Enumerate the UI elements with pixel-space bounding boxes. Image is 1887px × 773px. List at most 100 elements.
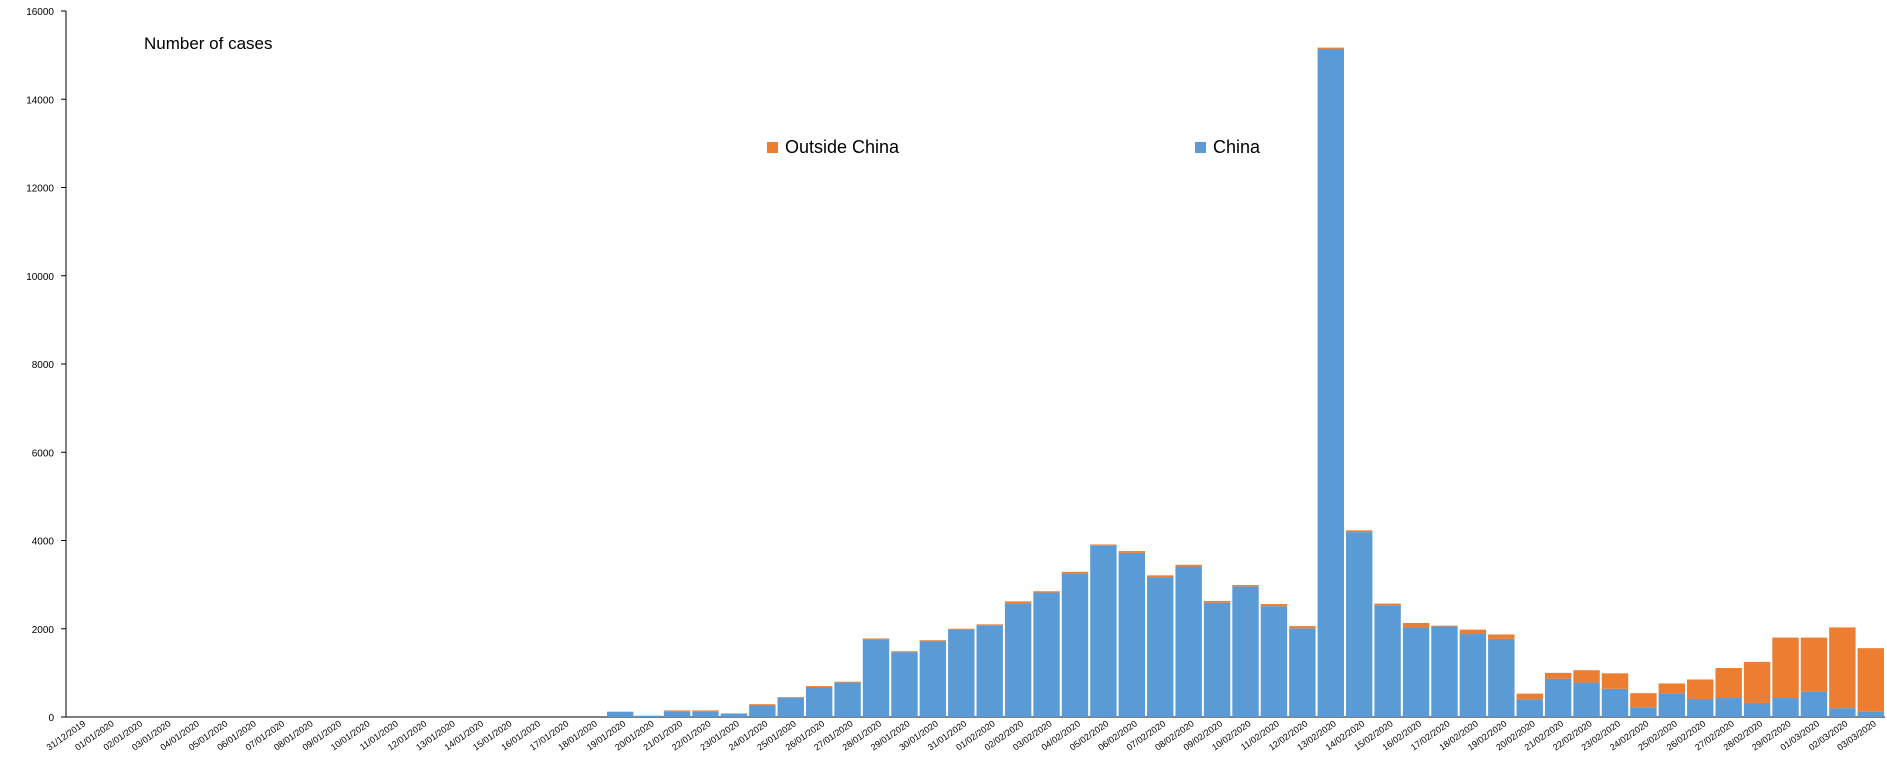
bar-outside-china [862, 638, 890, 640]
bar-outside-china [834, 681, 861, 683]
bar-outside-china [777, 697, 804, 699]
bar-china [1203, 602, 1231, 717]
bar-outside-china [1090, 544, 1117, 546]
bar-china [948, 629, 975, 717]
bar-china [976, 625, 1003, 717]
bar-china [1488, 638, 1515, 717]
bar-china [1232, 586, 1259, 717]
bar-outside-china [919, 640, 947, 642]
bar-outside-china [1289, 626, 1316, 629]
bar-outside-china [976, 624, 1003, 626]
bar-outside-china [1118, 551, 1146, 553]
y-tick-label: 6000 [32, 448, 55, 459]
y-tick-label: 12000 [26, 184, 54, 195]
bar-china [1544, 678, 1572, 717]
bar-outside-china [1061, 571, 1089, 574]
y-axis: 0 2000 4000 6000 8000 10000 12000 14000 16000 [26, 7, 67, 724]
bar-china [777, 698, 804, 717]
bar-china [1317, 48, 1344, 717]
bar-china [1601, 688, 1629, 717]
bar-outside-china [1431, 625, 1458, 627]
y-tick-label: 16000 [26, 7, 54, 18]
y-tick-label: 10000 [26, 272, 54, 283]
bar-china [720, 713, 748, 717]
bar-china [607, 711, 634, 717]
y-tick-label: 8000 [32, 360, 55, 371]
bar-outside-china [1374, 603, 1401, 606]
bar-outside-china [1829, 627, 1856, 709]
y-tick-label: 14000 [26, 95, 54, 106]
bar-china [1118, 552, 1146, 717]
bar-china [1459, 634, 1487, 717]
bar-outside-china [1658, 683, 1686, 694]
bar-china [805, 686, 833, 717]
bar-outside-china [1743, 661, 1771, 703]
bar-china [1857, 711, 1884, 717]
bar-outside-china [1630, 693, 1657, 708]
bar-china [692, 711, 719, 717]
bar-outside-china [1175, 564, 1202, 567]
legend-label-china: China [1213, 137, 1261, 157]
bars [607, 47, 1884, 717]
y-tick-label: 0 [48, 713, 54, 724]
bar-china [1573, 682, 1600, 717]
china-swatch [1195, 142, 1206, 153]
bar-outside-china [1459, 629, 1487, 635]
bar-outside-china [1004, 601, 1032, 604]
bar-china [1829, 708, 1856, 717]
bar-china [1516, 699, 1543, 717]
bar-outside-china [692, 710, 719, 712]
bar-china [1658, 693, 1686, 717]
x-axis: 31/12/201901/01/202002/01/202003/01/2020… [45, 716, 1885, 752]
bar-outside-china [1033, 591, 1060, 593]
bar-china [1630, 707, 1657, 717]
bar-outside-china [891, 651, 918, 653]
legend-item-outside-china: Outside China [767, 137, 899, 158]
bar-china [749, 705, 776, 717]
bar-outside-china [1345, 530, 1373, 533]
legend-label-outside-china: Outside China [785, 137, 900, 157]
bar-outside-china [1260, 604, 1288, 607]
y-tick-label: 4000 [32, 537, 55, 548]
bar-china [1061, 573, 1089, 717]
y-axis-title: Number of cases [144, 34, 273, 53]
bar-china [1289, 628, 1316, 717]
bar-outside-china [1772, 637, 1799, 699]
bar-china [1715, 698, 1742, 717]
bar-china [1687, 698, 1714, 717]
bar-outside-china [663, 710, 691, 712]
bar-outside-china [1488, 634, 1515, 639]
bar-outside-china [749, 704, 776, 706]
bar-outside-china [1232, 585, 1259, 587]
bar-outside-china [1147, 575, 1174, 578]
bar-outside-china [1544, 672, 1572, 679]
bar-china [1800, 691, 1828, 717]
legend-item-china: China [1195, 137, 1260, 158]
bar-outside-china [1687, 679, 1714, 699]
bar-china [862, 639, 890, 717]
bar-china [1374, 605, 1401, 717]
outside-china-swatch [767, 142, 778, 153]
bar-china [635, 715, 662, 717]
bar-outside-china [1857, 648, 1884, 712]
y-tick-label: 2000 [32, 625, 55, 636]
bar-outside-china [805, 686, 833, 687]
bar-outside-china [1516, 693, 1543, 700]
bar-china [1772, 698, 1799, 717]
bar-outside-china [1601, 673, 1629, 689]
bar-outside-china [948, 628, 975, 630]
bar-china [1004, 603, 1032, 717]
bar-china [891, 652, 918, 717]
bar-china [834, 682, 861, 717]
bar-china [1743, 702, 1771, 717]
bar-china [1175, 566, 1202, 717]
bar-outside-china [1800, 637, 1828, 692]
bar-china [1431, 626, 1458, 717]
bar-outside-china [1573, 670, 1600, 683]
bar-china [919, 641, 947, 717]
bar-outside-china [1715, 668, 1742, 699]
bar-china [1402, 627, 1430, 717]
bar-china [663, 711, 691, 717]
bar-china [1260, 606, 1288, 717]
